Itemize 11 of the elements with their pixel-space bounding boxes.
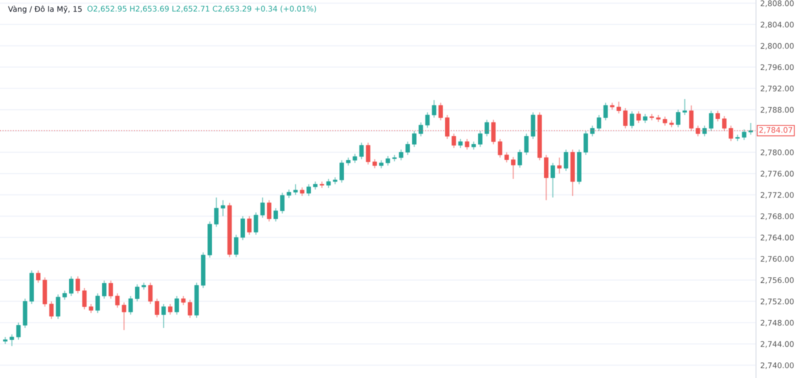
candlestick: [650, 113, 654, 121]
candlestick: [346, 157, 351, 166]
candlestick: [313, 180, 318, 190]
candlestick: [3, 336, 8, 344]
candlestick: [142, 282, 146, 290]
candlestick: [379, 160, 384, 169]
candlestick: [320, 180, 324, 188]
candlestick: [392, 154, 397, 162]
candlestick: [471, 141, 476, 150]
candlestick: [735, 134, 740, 142]
candlestick: [656, 114, 661, 122]
